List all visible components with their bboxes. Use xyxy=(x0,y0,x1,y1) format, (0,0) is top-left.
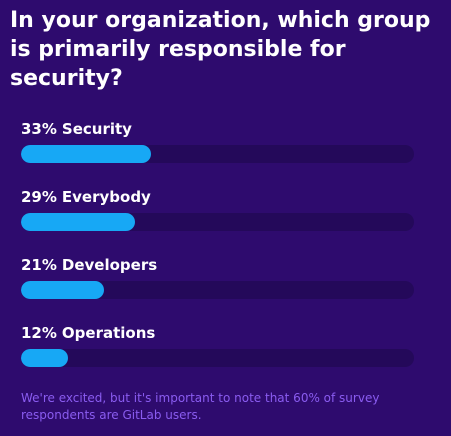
bar-label-security: 33% Security xyxy=(21,120,132,138)
value-label: 33% xyxy=(21,120,57,138)
bar-security xyxy=(21,145,151,163)
category-label: Operations xyxy=(61,324,156,342)
value-label: 21% xyxy=(21,256,57,274)
bar-track-security xyxy=(21,145,414,163)
value-label: 29% xyxy=(21,188,57,206)
bar-operations xyxy=(21,349,68,367)
bar-developers xyxy=(21,281,104,299)
category-label: Security xyxy=(61,120,132,138)
chart-title: In your organization, which group is pri… xyxy=(10,8,431,91)
value-label: 12% xyxy=(21,324,57,342)
bar-track-operations xyxy=(21,349,414,367)
bar-track-everybody xyxy=(21,213,414,231)
category-label: Developers xyxy=(61,256,158,274)
bar-label-developers: 21% Developers xyxy=(21,256,157,274)
bar-label-everybody: 29% Everybody xyxy=(21,188,151,206)
category-label: Everybody xyxy=(61,188,151,206)
bar-track-developers xyxy=(21,281,414,299)
bar-label-operations: 12% Operations xyxy=(21,324,155,342)
bar-everybody xyxy=(21,213,135,231)
footnote: We're excited, but it's important to not… xyxy=(21,391,380,422)
